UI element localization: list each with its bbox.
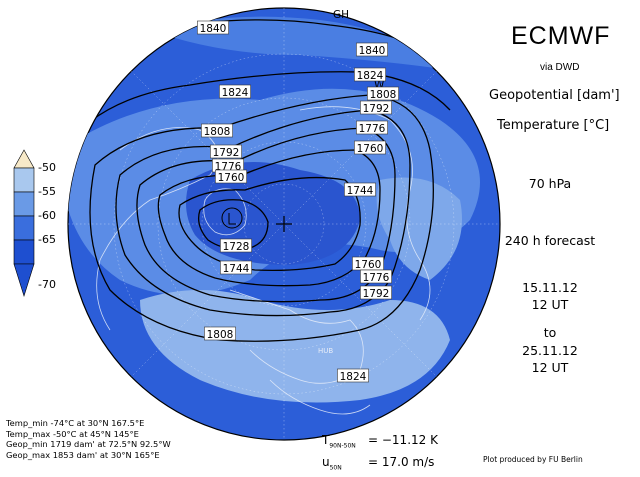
lat-circle-50: [113, 53, 455, 395]
legend-label-4: -65: [38, 233, 56, 246]
model-source: via DWD: [540, 62, 580, 73]
legend-label-3: -60: [38, 209, 56, 222]
contour-label: 1808: [207, 329, 234, 341]
w-marker: W: [374, 79, 385, 91]
contour-label: 1728: [223, 241, 250, 253]
valid-date: 25.11.12: [522, 343, 578, 358]
contour-label: 1824: [222, 87, 249, 99]
stat-temperature-diff: T90N-50N = −11.12 K: [322, 432, 438, 454]
contour-label-box: [360, 269, 392, 284]
legend-label-5: -70: [38, 278, 56, 291]
coastline-africa: [269, 379, 371, 415]
legend-top-triangle: [13, 149, 35, 169]
contour-label: 1808: [204, 126, 231, 138]
contour-label-box: [201, 123, 233, 138]
param-temperature-name: Temperature: [497, 118, 580, 133]
param-geopotential-unit: [dam']: [577, 88, 620, 103]
contour-label: 1776: [359, 123, 386, 135]
contour-1808: [89, 94, 434, 342]
extreme-temp-max: Temp_max -50°C at 45°N 145°E: [6, 428, 139, 439]
contour-label-box: [220, 260, 252, 275]
model-title: ECMWF: [511, 22, 611, 50]
contour-label: 1840: [200, 23, 227, 35]
param-temperature-unit: [°C]: [583, 118, 610, 133]
contour-label-box: [360, 285, 392, 300]
contour-label-box: [356, 42, 388, 57]
coastline-europe: [229, 289, 364, 384]
legend-swatch: [13, 191, 35, 217]
stat-zonal-wind: u50N = 17.0 m/s: [322, 454, 438, 476]
valid-time: 12 UT: [531, 360, 569, 375]
contour-label: 1792: [363, 103, 390, 115]
temp-band-light: [140, 290, 450, 403]
lat-circle-60: [157, 97, 411, 351]
contour-label: 1824: [340, 371, 367, 383]
pressure-level: 70 hPa: [528, 176, 572, 191]
stat-t-symbol: T: [322, 433, 330, 447]
stat-u-value: = 17.0 m/s: [368, 455, 435, 470]
stat-t-subscript: 90N-50N: [329, 442, 356, 450]
contour-label-box: [197, 20, 229, 35]
contour-label: 1760: [355, 259, 382, 271]
param-temperature: Temperature [°C]: [497, 118, 609, 133]
contour-label-box: [210, 144, 242, 159]
contour-label-box: [337, 368, 369, 383]
contour-1744: [178, 176, 361, 272]
stats-block: T90N-50N = −11.12 K u50N = 17.0 m/s: [322, 432, 438, 477]
init-date: 15.11.12: [522, 280, 578, 295]
legend-swatch: [13, 167, 35, 193]
contour-label: 1792: [363, 288, 390, 300]
param-geopotential-name: Geopotential: [489, 88, 573, 103]
contour-1824: [69, 71, 451, 141]
contour-label-box: [344, 182, 376, 197]
contour-label: 1808: [370, 89, 397, 101]
contour-label: 1760: [218, 172, 245, 184]
legend-swatch: [13, 239, 35, 265]
contour-label-box: [356, 120, 388, 135]
param-geopotential: Geopotential [dam']: [489, 88, 620, 103]
stat-u-symbol: u: [322, 455, 330, 470]
contour-label-box: [360, 100, 392, 115]
contour-label: 1776: [363, 272, 390, 284]
contour-label-box: [367, 86, 399, 101]
low-center: [221, 207, 243, 229]
stat-t-value: = −11.12 K: [368, 433, 438, 447]
contour-label-box: [215, 169, 247, 184]
contour-label-box: [354, 140, 386, 155]
north-pole-cross: [276, 216, 292, 232]
coastline-greenland: [203, 188, 247, 236]
contour-label: 1744: [223, 263, 250, 275]
legend-label-2: -55: [38, 185, 56, 198]
legend-label-1: -50: [38, 161, 56, 174]
contour-label-box: [220, 238, 252, 253]
contour-label: 1840: [359, 45, 386, 57]
legend-swatch: [13, 215, 35, 241]
contour-1728: [197, 199, 269, 250]
hub-marker: HUB: [318, 347, 333, 355]
forecast-lead: 240 h forecast: [504, 233, 596, 248]
temperature-legend: [13, 149, 35, 298]
contour-label: 1824: [357, 70, 384, 82]
stat-u-subscript: 50N: [329, 464, 342, 472]
init-time: 12 UT: [531, 297, 569, 312]
extreme-geop-max: Geop_max 1853 dam' at 30°N 165°E: [6, 449, 160, 460]
contour-label: 1744: [347, 185, 374, 197]
extreme-geop-min: Geop_min 1719 dam' at 72.5°N 92.5°W: [6, 439, 171, 449]
plot-credit: Plot produced by FU Berlin: [483, 455, 583, 464]
contour-label: 1760: [357, 143, 384, 155]
contour-label: 1792: [213, 147, 240, 159]
coastline-north-america: [96, 127, 219, 331]
contour-label-box: [219, 84, 251, 99]
legend-bottom-triangle: [13, 263, 35, 298]
to-label: to: [543, 325, 557, 340]
extreme-temp-min: Temp_min -74°C at 30°N 167.5°E: [6, 418, 145, 428]
contour-label-box: [354, 67, 386, 82]
lat-circle-70: [201, 141, 367, 307]
contour-label-box: [204, 326, 236, 341]
extremes-list: Temp_min -74°C at 30°N 167.5°E Temp_max …: [6, 418, 171, 460]
top-marker: GH: [333, 9, 349, 21]
